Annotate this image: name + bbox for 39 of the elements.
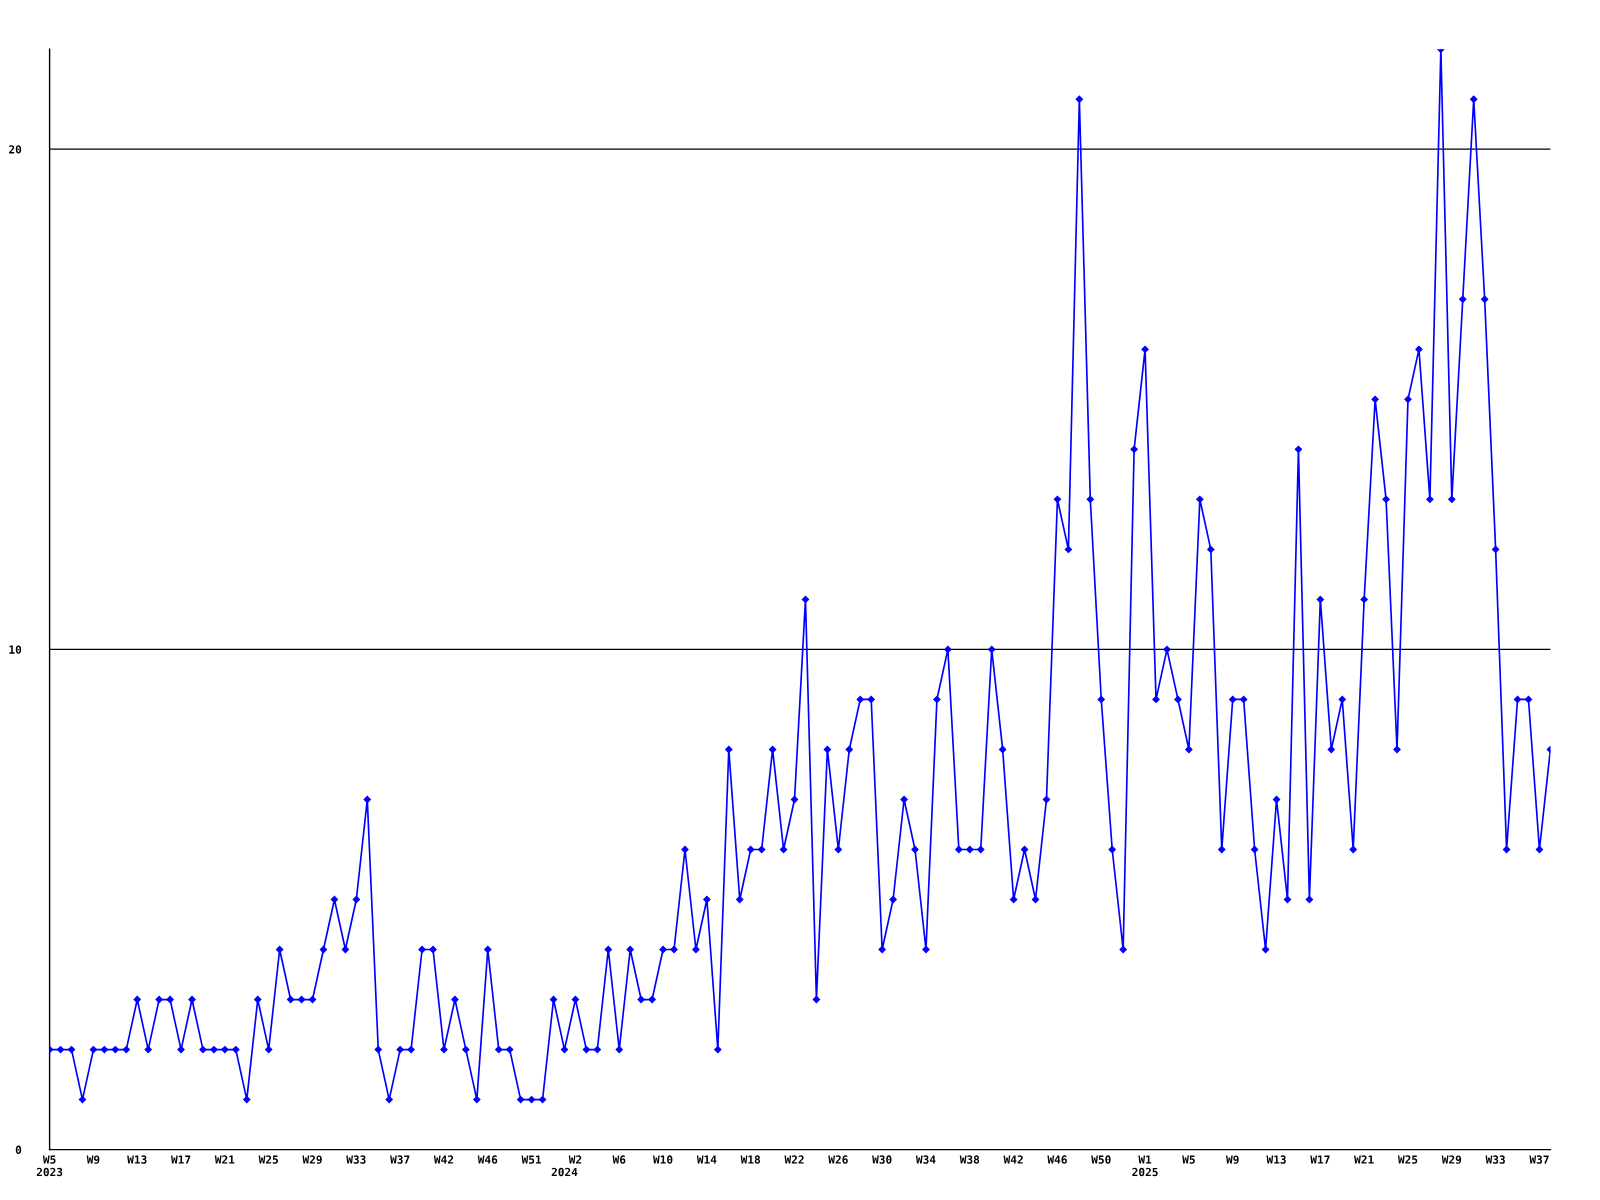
x-tick-label: W18 — [740, 1155, 761, 1164]
x-tick-label: W21 — [214, 1155, 235, 1164]
x-tick-label: W21 — [1354, 1155, 1374, 1164]
x-tick-label: W14 — [696, 1155, 717, 1164]
x-tick-label: W51 — [521, 1155, 542, 1164]
x-tick-label: W25 — [258, 1155, 278, 1164]
x-tick-label: W50 — [1091, 1155, 1111, 1164]
y-tick-label: 10 — [9, 645, 22, 654]
x-tick-label: W33 — [346, 1155, 366, 1164]
x-tick-label: W34 — [915, 1155, 936, 1164]
x-tick-label: W29 — [1441, 1155, 1462, 1164]
x-tick-label: W17 — [171, 1155, 191, 1164]
x-tick-label: W46 — [1047, 1155, 1067, 1164]
x-tick-label: W38 — [959, 1155, 980, 1164]
x-tick-label: W10 — [653, 1155, 673, 1164]
y-tick-label: 20 — [9, 145, 22, 154]
x-tick-label: W30 — [872, 1155, 892, 1164]
x-tick-label: W6 — [612, 1155, 626, 1164]
x-tick-label: W5 2023 — [36, 1155, 63, 1177]
x-tick-label: W37 — [1529, 1155, 1549, 1164]
x-tick-label: W5 — [1182, 1155, 1195, 1164]
x-tick-label: W22 — [784, 1155, 804, 1164]
x-tick-label: W17 — [1310, 1155, 1330, 1164]
x-tick-label: 2024 — [551, 1167, 578, 1177]
x-tick-label: W42 — [1003, 1155, 1023, 1164]
x-tick-label: W26 — [828, 1155, 848, 1164]
x-tick-label: W25 — [1397, 1155, 1418, 1164]
x-tick-label: W9 — [86, 1155, 100, 1164]
x-tick-label: W29 — [302, 1155, 322, 1164]
x-tick-label: W42 — [433, 1155, 454, 1164]
x-tick-label: W33 — [1485, 1155, 1505, 1164]
y-tick-label: 0 — [15, 1145, 22, 1154]
x-tick-label: W37 — [390, 1155, 410, 1164]
x-tick-label: W13 — [127, 1155, 147, 1164]
x-tick-label: W46 — [477, 1155, 498, 1164]
x-tick-label: W9 — [1226, 1155, 1239, 1164]
x-tick-label: W13 — [1266, 1155, 1286, 1164]
x-tick-label: W2 — [568, 1155, 582, 1164]
x-tick-label: W1 2025 — [1132, 1155, 1158, 1177]
